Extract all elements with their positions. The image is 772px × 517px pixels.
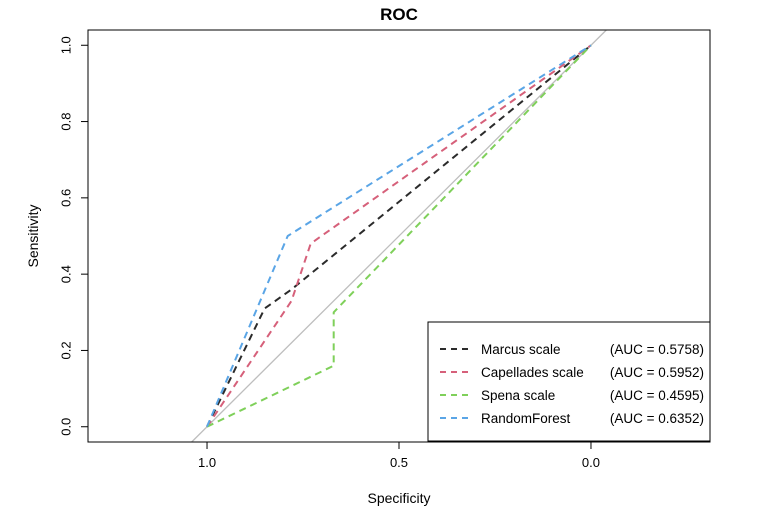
y-tick-label: 0.0 [59, 418, 74, 436]
y-tick-label: 1.0 [59, 36, 74, 54]
y-axis: 0.0 0.2 0.4 0.6 0.8 1.0 [59, 36, 89, 436]
x-axis-label: Specificity [367, 490, 430, 506]
legend-box [427, 321, 711, 442]
y-axis-label: Sensitivity [25, 204, 41, 267]
plot-area [191, 29, 607, 443]
legend-series-name: RandomForest [481, 411, 571, 426]
legend-auc-value: (AUC = 0.5758) [610, 342, 704, 357]
legend-series-name: Capellades scale [481, 365, 584, 380]
reference-diagonal-line [191, 29, 607, 443]
legend-auc-value: (AUC = 0.4595) [610, 388, 704, 403]
legend: Marcus scale (AUC = 0.5758) Capellades sca… [427, 321, 711, 442]
x-tick-label: 1.0 [198, 455, 216, 470]
legend-series-name: Marcus scale [481, 342, 561, 357]
chart-title: ROC [380, 5, 418, 24]
series-line-4 [206, 44, 592, 428]
y-tick-label: 0.4 [59, 265, 74, 283]
x-axis: 1.0 0.5 0.0 [198, 441, 600, 470]
y-tick-label: 0.8 [59, 113, 74, 131]
y-tick-label: 0.6 [59, 189, 74, 207]
y-tick-label: 0.2 [59, 341, 74, 359]
x-tick-label: 0.5 [390, 455, 408, 470]
legend-series-name: Spena scale [481, 388, 555, 403]
x-tick-label: 0.0 [582, 455, 600, 470]
series-line-1 [206, 44, 592, 428]
series-line-2 [206, 44, 592, 428]
legend-auc-value: (AUC = 0.6352) [610, 411, 704, 426]
legend-auc-value: (AUC = 0.5952) [610, 365, 704, 380]
